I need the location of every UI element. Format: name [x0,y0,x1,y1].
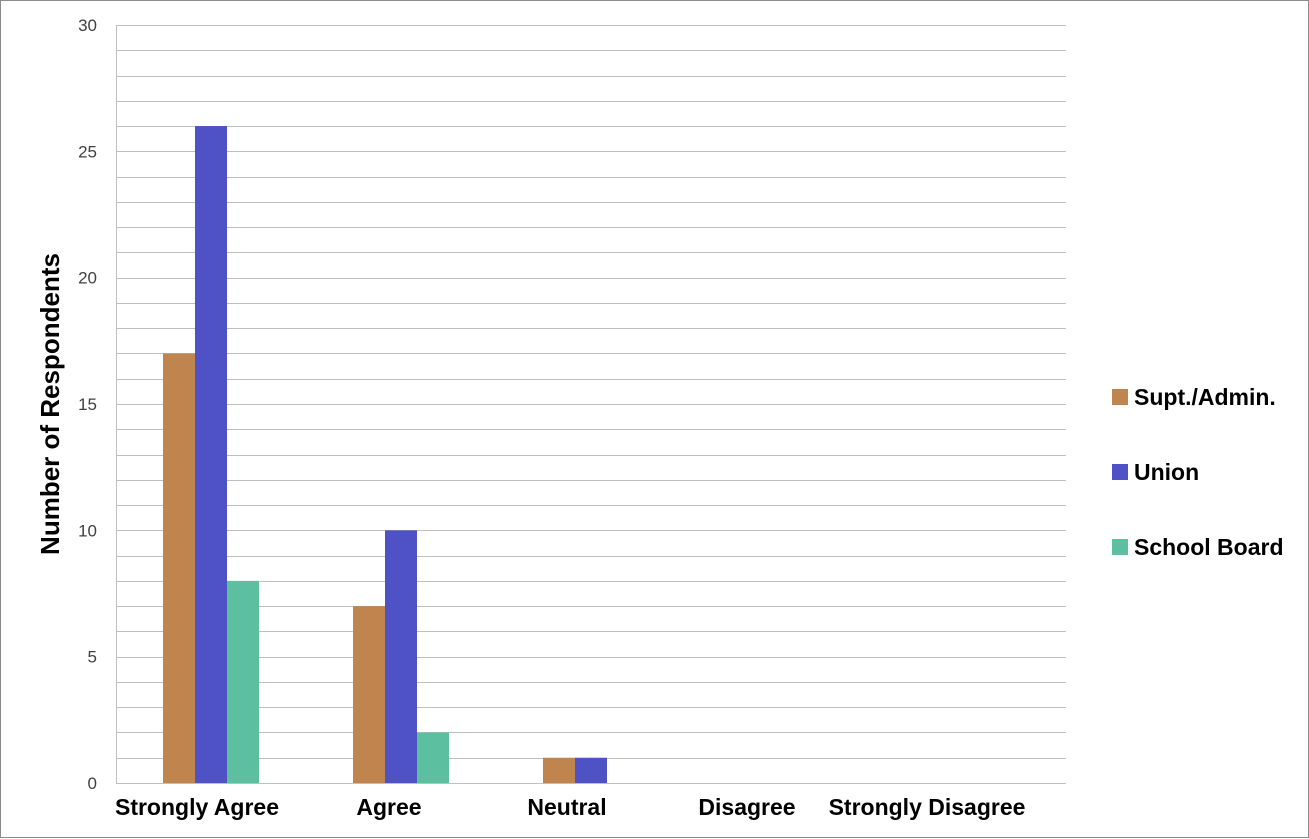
x-category-label: Agree [356,794,421,820]
legend-label: Supt./Admin. [1134,384,1276,410]
bar-school-board-1 [417,732,449,783]
x-category-label: Strongly Disagree [829,794,1026,820]
y-tick-label: 15 [78,395,97,414]
bar-school-board-0 [227,580,259,783]
legend: Supt./Admin. Union School Board [1112,384,1284,560]
x-category-label: Neutral [527,794,606,820]
y-axis-label: Number of Respondents [35,253,65,555]
y-tick-label: 10 [78,521,97,540]
bars [163,126,607,784]
bar-supt-admin--0 [163,353,195,783]
y-axis-ticks: 0 5 10 15 20 25 30 [78,16,97,793]
bar-union-1 [385,530,417,783]
axes [116,25,1066,784]
legend-swatch [1112,389,1128,405]
legend-swatch [1112,539,1128,555]
x-axis-categories: Strongly Agree Agree Neutral Disagree Strong… [115,794,1025,820]
y-tick-label: 0 [88,774,97,793]
bar-supt-admin--2 [543,757,575,783]
y-tick-label: 25 [78,142,97,161]
x-category-label: Disagree [698,794,795,820]
y-tick-label: 20 [78,269,97,288]
legend-label: Union [1134,459,1199,485]
y-tick-label: 5 [88,648,97,667]
legend-swatch [1112,464,1128,480]
gridlines [116,25,1066,759]
legend-label: School Board [1134,534,1284,560]
y-tick-label: 30 [78,16,97,35]
x-category-label: Strongly Agree [115,794,279,820]
bar-union-2 [575,757,607,783]
bar-union-0 [195,126,227,784]
bar-supt-admin--1 [353,606,385,783]
